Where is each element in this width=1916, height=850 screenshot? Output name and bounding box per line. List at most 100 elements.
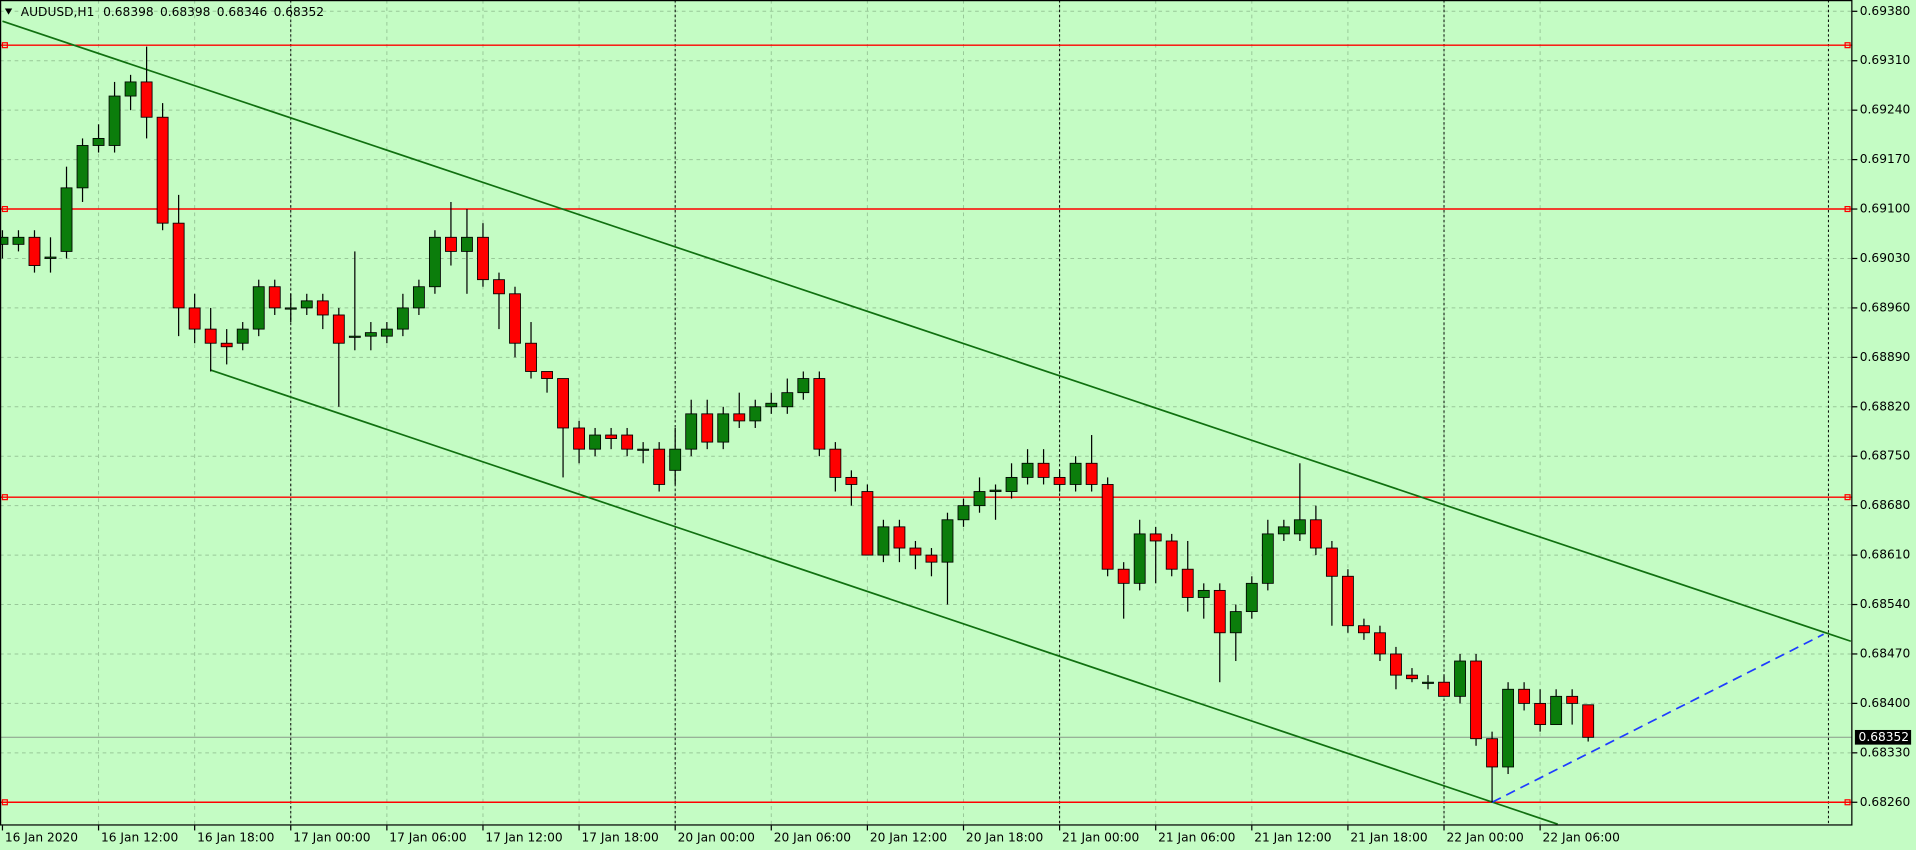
x-tick-label: 16 Jan 18:00 xyxy=(197,830,274,844)
candle-body xyxy=(284,307,297,310)
candle-body xyxy=(380,328,393,337)
candle-body xyxy=(1406,674,1418,680)
x-tick-label: 22 Jan 00:00 xyxy=(1446,830,1523,844)
x-tick-label: 20 Jan 06:00 xyxy=(774,830,851,844)
candle-body xyxy=(220,342,233,348)
candle-body xyxy=(813,378,826,450)
candle-body xyxy=(1390,653,1402,676)
x-tick-label: 22 Jan 06:00 xyxy=(1543,830,1620,844)
candle-body xyxy=(701,413,714,443)
y-tick-label: 0.68890 xyxy=(1860,350,1910,364)
candle-body xyxy=(1550,695,1563,726)
candle-body xyxy=(1053,476,1066,485)
candle-body xyxy=(28,236,41,266)
candle-body xyxy=(332,314,345,344)
header-arrow xyxy=(4,8,13,15)
candle-body xyxy=(1245,582,1258,613)
candle-body xyxy=(1037,462,1050,478)
x-tick-label: 17 Jan 06:00 xyxy=(389,830,466,844)
candle-body xyxy=(1470,660,1482,740)
candle-body xyxy=(637,448,650,451)
candle-body xyxy=(1117,568,1130,584)
candle-body xyxy=(669,448,682,471)
candle-body xyxy=(1197,589,1210,598)
x-tick-label: 20 Jan 12:00 xyxy=(870,830,947,844)
header-open: 0.68398 xyxy=(103,5,153,19)
level-handle xyxy=(1844,42,1851,49)
x-tick-label: 21 Jan 18:00 xyxy=(1350,830,1427,844)
x-tick-label: 21 Jan 12:00 xyxy=(1254,830,1331,844)
y-tick-label: 0.68820 xyxy=(1860,399,1910,413)
y-tick-label: 0.68680 xyxy=(1860,498,1910,512)
candle-body xyxy=(877,526,890,556)
y-tick-label: 0.68960 xyxy=(1860,300,1910,314)
header-close: 0.68352 xyxy=(274,5,324,19)
trend-line xyxy=(1491,633,1825,804)
candle-body xyxy=(1582,704,1595,738)
trend-line xyxy=(2,20,1852,643)
y-tick-label: 0.68400 xyxy=(1860,696,1910,710)
candle-body xyxy=(941,519,954,563)
candle-body xyxy=(1325,547,1338,577)
y-tick-label: 0.69240 xyxy=(1860,103,1910,117)
candle-body xyxy=(1229,611,1242,634)
candle-body xyxy=(1534,702,1547,726)
candle-body xyxy=(477,236,489,281)
x-tick-label: 20 Jan 18:00 xyxy=(966,830,1043,844)
candle-body xyxy=(589,434,602,450)
candle-body xyxy=(557,378,569,429)
candle-body xyxy=(605,434,618,439)
candle-body xyxy=(1293,519,1306,535)
candle-body xyxy=(1309,519,1322,549)
candle-body xyxy=(1277,526,1290,535)
candle-body xyxy=(1518,688,1531,704)
y-tick-label: 0.68260 xyxy=(1860,795,1910,809)
candle-body xyxy=(1486,738,1498,768)
candle-body xyxy=(573,427,586,450)
candle-body xyxy=(44,256,57,259)
candle-body xyxy=(412,286,425,309)
candle-body xyxy=(300,300,313,309)
x-tick-label: 17 Jan 18:00 xyxy=(582,830,659,844)
y-tick-label: 0.68330 xyxy=(1860,745,1910,759)
candle-body xyxy=(797,378,810,394)
candle-body xyxy=(1133,533,1146,584)
level-handle xyxy=(1844,799,1851,806)
candle-body xyxy=(781,392,794,408)
x-tick-label: 17 Jan 12:00 xyxy=(485,830,562,844)
candle-body xyxy=(525,342,537,372)
level-handle xyxy=(1844,205,1851,213)
level-handle xyxy=(1844,494,1851,501)
symbol: AUDUSD,H1 xyxy=(21,5,95,19)
candle-body xyxy=(861,491,874,556)
y-tick-label: 0.68610 xyxy=(1860,548,1910,562)
candle-body xyxy=(541,371,553,379)
candle-body xyxy=(1085,462,1098,485)
header-high: 0.68398 xyxy=(160,5,210,19)
plot-area xyxy=(0,0,1853,826)
candle-body xyxy=(12,236,25,245)
candle-body xyxy=(1438,681,1450,697)
x-tick-label: 21 Jan 06:00 xyxy=(1158,830,1235,844)
candle-body xyxy=(1213,589,1226,634)
candle-body xyxy=(653,448,666,485)
level-handle xyxy=(1,42,8,49)
chart-header: AUDUSD,H1 0.68398 0.68398 0.68346 0.6835… xyxy=(21,5,324,19)
candle-body xyxy=(1069,462,1082,485)
candle-body xyxy=(76,145,89,189)
candle-body xyxy=(909,547,922,556)
x-tick-label: 16 Jan 12:00 xyxy=(101,830,178,844)
y-tick-label: 0.69170 xyxy=(1860,152,1910,166)
candle-body xyxy=(236,328,249,344)
candle-body xyxy=(188,307,201,330)
candle-body xyxy=(1021,462,1034,478)
y-tick-label: 0.69380 xyxy=(1860,4,1910,18)
candle-body xyxy=(0,236,9,245)
x-tick-label: 17 Jan 00:00 xyxy=(293,830,370,844)
candle-body xyxy=(204,328,217,344)
candle-body xyxy=(1181,568,1194,598)
candle-body xyxy=(445,236,457,252)
candle-body xyxy=(957,505,970,521)
